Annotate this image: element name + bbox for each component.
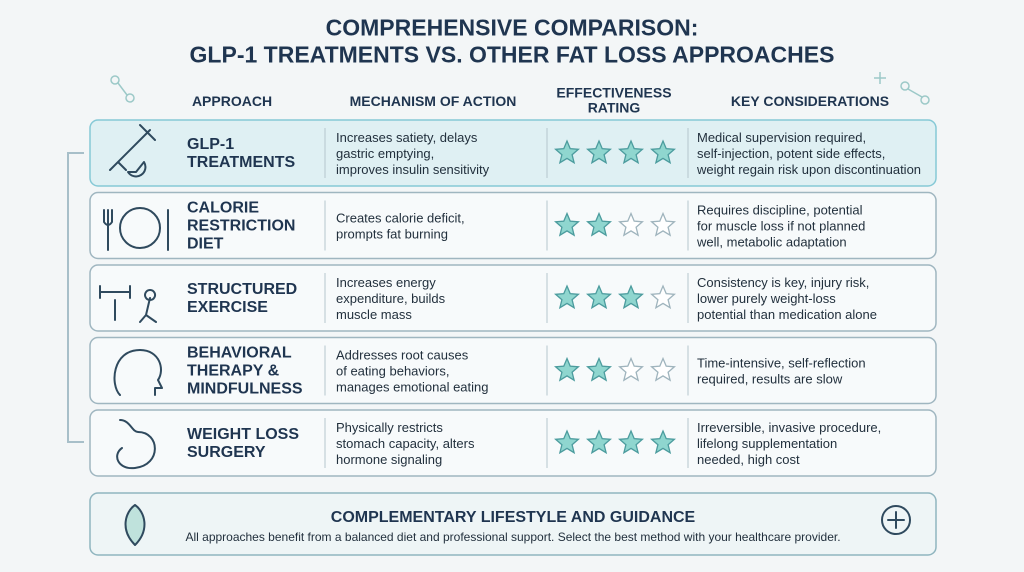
column-header: RATING <box>588 100 641 116</box>
consideration-text: Requires discipline, potential <box>697 203 863 218</box>
approach-name: EXERCISE <box>187 299 268 316</box>
rating-star <box>553 284 581 310</box>
icon <box>113 349 163 396</box>
icon <box>99 285 157 323</box>
mechanism-text: manages emotional eating <box>336 380 489 395</box>
rating-star <box>553 356 581 382</box>
mechanism-text: of eating behaviors, <box>336 364 449 379</box>
column-header: KEY CONSIDERATIONS <box>731 93 889 109</box>
approach-name: CALORIE <box>187 200 259 217</box>
mechanism-text: Increases energy <box>336 275 436 290</box>
mechanism-text: improves insulin sensitivity <box>336 162 490 177</box>
mechanism-text: gastric emptying, <box>336 146 434 161</box>
mechanism-text: Addresses root causes <box>336 348 469 363</box>
icon <box>109 124 156 178</box>
rating-star <box>649 284 677 310</box>
consideration-text: potential than medication alone <box>697 307 877 322</box>
rating-star <box>585 356 613 382</box>
rating-star <box>553 139 581 165</box>
rating-star <box>585 284 613 310</box>
mechanism-text: stomach capacity, alters <box>336 436 475 451</box>
icon <box>116 419 156 470</box>
rating-star <box>617 139 645 165</box>
footer-icons <box>124 504 911 546</box>
approach-name: TREATMENTS <box>187 154 295 171</box>
icon <box>103 207 169 251</box>
rating-star <box>649 211 677 237</box>
column-header: EFFECTIVENESS <box>556 85 671 101</box>
rating-star <box>585 429 613 455</box>
consideration-text: lifelong supplementation <box>697 436 837 451</box>
rating-star <box>649 429 677 455</box>
mechanism-text: hormone signaling <box>336 452 442 467</box>
rating-star <box>585 139 613 165</box>
rating-star <box>553 211 581 237</box>
title-line: COMPREHENSIVE COMPARISON: <box>326 15 699 41</box>
rating-star <box>617 429 645 455</box>
rating-star <box>585 211 613 237</box>
approach-name: SURGERY <box>187 444 266 461</box>
approach-name: BEHAVIORAL <box>187 345 292 362</box>
consideration-text: Time-intensive, self-reflection <box>697 356 866 371</box>
rating-star <box>649 356 677 382</box>
mechanism-text: Physically restricts <box>336 420 443 435</box>
consideration-text: self-injection, potent side effects, <box>697 146 885 161</box>
rating-star <box>553 429 581 455</box>
row-box <box>89 409 937 477</box>
consideration-text: for muscle loss if not planned <box>697 219 865 234</box>
consideration-text: required, results are slow <box>697 372 843 387</box>
approach-name: DIET <box>187 236 224 253</box>
mechanism-text: Creates calorie deficit, <box>336 211 465 226</box>
consideration-text: Irreversible, invasive procedure, <box>697 420 881 435</box>
row-box <box>89 191 937 260</box>
column-header: MECHANISM OF ACTION <box>350 93 517 109</box>
footer-text: All approaches benefit from a balanced d… <box>185 530 840 544</box>
approach-name: WEIGHT LOSS <box>187 426 299 443</box>
footer-title: COMPLEMENTARY LIFESTYLE AND GUIDANCE <box>331 509 696 526</box>
approach-name: THERAPY & <box>187 363 280 380</box>
title-line: GLP-1 TREATMENTS VS. OTHER FAT LOSS APPR… <box>190 42 835 68</box>
row-box <box>89 119 937 187</box>
row-box <box>89 264 937 332</box>
consideration-text: weight regain risk upon discontinuation <box>696 162 921 177</box>
column-header: APPROACH <box>192 93 272 109</box>
row-icon <box>99 285 157 323</box>
connector <box>67 152 84 443</box>
mechanism-text: Increases satiety, delays <box>336 130 478 145</box>
approach-name: RESTRICTION <box>187 218 295 235</box>
approach-name: STRUCTURED <box>187 281 297 298</box>
row-box <box>89 336 937 405</box>
row-icon <box>116 419 156 470</box>
rating-star <box>617 356 645 382</box>
mechanism-text: muscle mass <box>336 307 412 322</box>
consideration-text: needed, high cost <box>697 452 800 467</box>
decoration <box>110 72 930 105</box>
consideration-text: lower purely weight-loss <box>697 291 836 306</box>
row-icon <box>113 349 163 396</box>
mechanism-text: expenditure, builds <box>336 291 446 306</box>
rating-star <box>617 284 645 310</box>
row-icon <box>109 124 156 178</box>
consideration-text: Medical supervision required, <box>697 130 866 145</box>
mechanism-text: prompts fat burning <box>336 227 448 242</box>
footer-box <box>89 492 937 556</box>
approach-name: MINDFULNESS <box>187 381 303 398</box>
rating-star <box>617 211 645 237</box>
row-icon <box>103 207 169 251</box>
rating-star <box>649 139 677 165</box>
consideration-text: well, metabolic adaptation <box>696 235 847 250</box>
consideration-text: Consistency is key, injury risk, <box>697 275 869 290</box>
approach-name: GLP-1 <box>187 136 234 153</box>
